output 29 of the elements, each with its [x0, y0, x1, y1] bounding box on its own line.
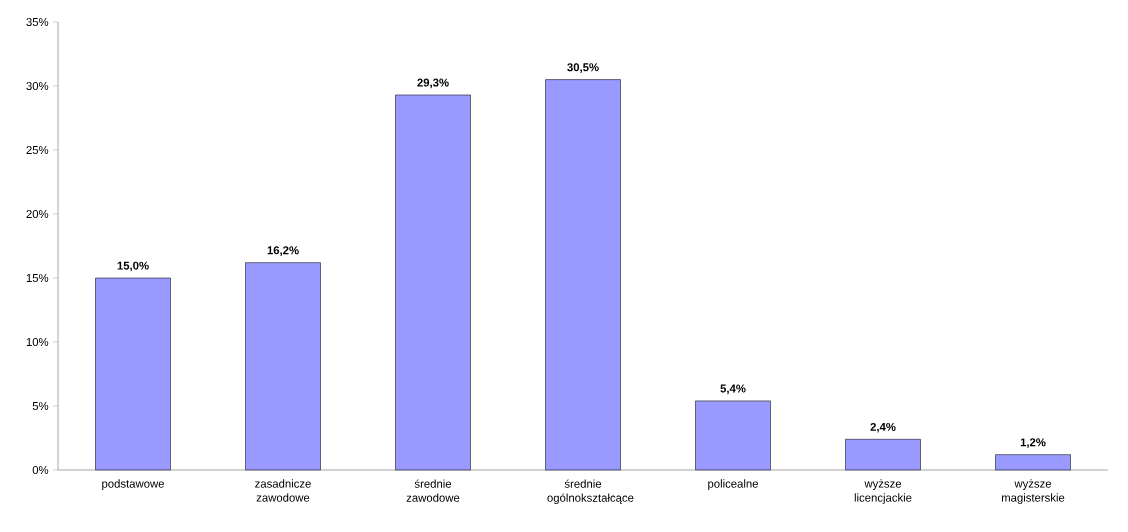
data-label: 2,4% — [870, 422, 896, 433]
data-label: 29,3% — [417, 78, 449, 89]
bar — [545, 79, 621, 471]
y-tick-label: 30% — [26, 82, 49, 91]
y-tick-label: 5% — [32, 402, 49, 410]
x-tick-label: średnie ogólnokształcące — [547, 479, 634, 505]
x-tick-label: podstawowe — [102, 479, 164, 490]
x-tick-label: wyższe licencjackie — [854, 479, 912, 504]
data-label: 5,4% — [720, 384, 746, 395]
x-tick-label: policealne — [708, 479, 758, 490]
data-label: 15,0% — [117, 261, 149, 272]
y-tick-label: 20% — [26, 210, 49, 219]
bar — [695, 400, 771, 471]
x-tick-label: zasadnicze zawodowe — [255, 479, 311, 502]
bar — [95, 277, 171, 471]
x-tick-label: średnie zawodowe — [406, 479, 460, 502]
bar — [245, 262, 321, 471]
data-label: 30,5% — [567, 63, 599, 73]
y-tick-label: 35% — [26, 18, 49, 27]
data-label: 16,2% — [267, 246, 299, 256]
y-tick-label: 10% — [26, 338, 49, 347]
data-label: 1,2% — [1020, 438, 1046, 448]
bar — [845, 439, 921, 471]
y-tick-label: 15% — [26, 274, 49, 282]
x-tick-label: wyższe magisterskie — [1001, 479, 1065, 504]
y-tick-label: 0% — [32, 466, 49, 475]
y-tick-label: 25% — [26, 146, 49, 155]
bar — [395, 94, 471, 471]
bar — [995, 454, 1071, 471]
